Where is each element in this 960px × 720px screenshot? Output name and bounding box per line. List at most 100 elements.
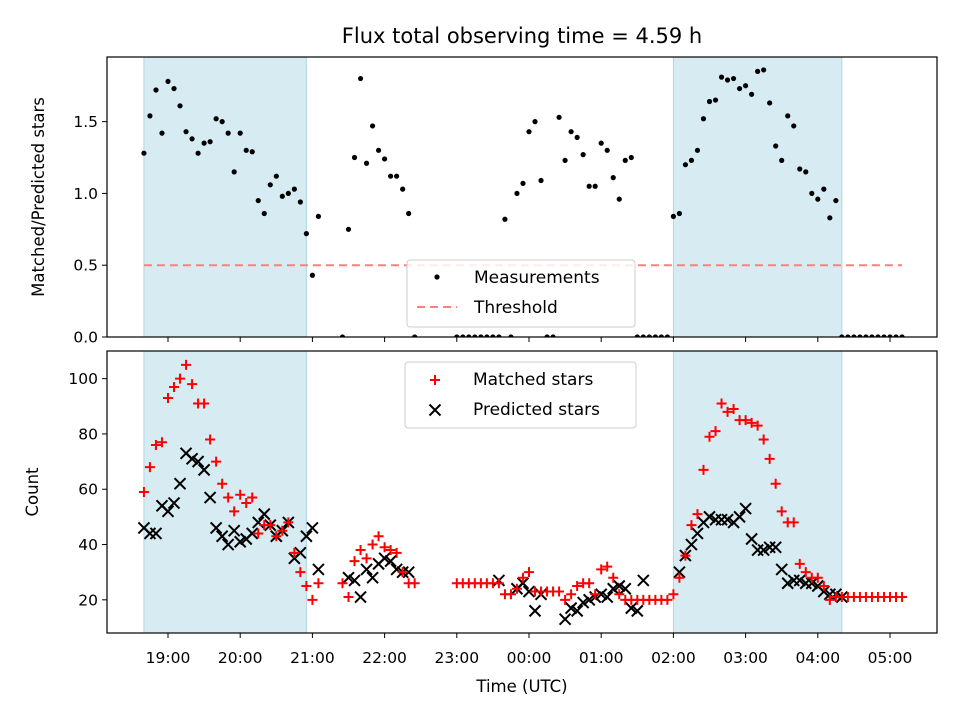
measurement-point — [231, 169, 237, 175]
measurement-point — [382, 156, 388, 162]
legend-matched-label: Matched stars — [473, 370, 593, 390]
measurement-point — [791, 123, 797, 129]
measurement-point — [514, 190, 520, 197]
measurement-point — [291, 186, 297, 192]
matched-star-point — [169, 381, 180, 392]
plot-area — [137, 359, 908, 626]
matched-star-point — [560, 594, 571, 605]
predicted-star-point — [342, 571, 355, 584]
matched-star-point — [373, 531, 384, 542]
measurement-point — [730, 75, 737, 82]
bottom-legend: Matched stars Predicted stars — [404, 361, 637, 429]
predicted-star-point — [149, 527, 163, 540]
predicted-star-point — [739, 502, 752, 515]
measurement-point — [357, 75, 364, 82]
matched-star-point — [818, 581, 829, 591]
matched-star-point — [277, 525, 288, 536]
matched-star-point — [229, 506, 240, 517]
measurement-point — [339, 334, 346, 337]
measurement-point — [592, 183, 598, 189]
predicted-star-point — [378, 552, 391, 565]
predicted-star-point — [769, 541, 782, 554]
matched-star-point — [710, 426, 721, 437]
measurement-point — [520, 180, 526, 186]
matched-star-point — [554, 586, 565, 597]
measurement-point — [773, 143, 779, 149]
measurement-point — [634, 334, 640, 337]
predicted-star-point — [306, 521, 319, 535]
measurement-point — [243, 147, 249, 153]
matched-star-point — [614, 589, 625, 600]
predicted-star-point — [619, 582, 632, 595]
predicted-star-point — [631, 604, 644, 618]
matched-star-point — [337, 578, 348, 589]
matched-star-point — [379, 542, 390, 553]
measurement-point — [881, 334, 887, 337]
measurement-point — [538, 177, 544, 184]
measurement-point — [201, 140, 207, 146]
measurement-point — [652, 334, 658, 337]
matched-star-point — [367, 539, 378, 550]
predicted-star-point — [258, 507, 271, 521]
y-tick-label: 20 — [78, 591, 98, 609]
measurement-point — [454, 334, 460, 337]
matched-star-point — [138, 487, 149, 497]
measurement-point — [688, 157, 695, 163]
measurement-point — [472, 334, 478, 337]
matched-star-point — [824, 594, 835, 605]
predicted-star-point — [233, 535, 247, 548]
measurement-point — [604, 147, 610, 153]
measurement-point — [682, 162, 689, 168]
predicted-star-point — [793, 574, 806, 587]
matched-star-point — [493, 578, 504, 589]
matched-star-point — [391, 547, 402, 558]
predicted-star-point — [570, 604, 584, 618]
matched-star-point — [253, 528, 264, 539]
measurement-point — [195, 150, 201, 156]
matched-star-point — [397, 567, 408, 578]
legend-threshold-label: Threshold — [473, 298, 558, 318]
measurement-point — [893, 334, 899, 337]
matched-star-point — [897, 592, 908, 603]
y-tick-label: 1.5 — [73, 113, 98, 131]
matched-star-point — [758, 434, 769, 445]
measurement-point — [183, 129, 189, 135]
predicted-star-point — [185, 452, 199, 466]
measurement-point — [400, 186, 406, 192]
measurement-point — [586, 183, 592, 189]
measurement-point — [899, 334, 905, 337]
y-tick-label: 40 — [78, 536, 98, 554]
measurement-point — [351, 154, 358, 161]
predicted-star-point — [215, 530, 229, 543]
matched-star-point — [572, 581, 583, 591]
measurement-point — [165, 78, 171, 85]
measurement-point — [670, 213, 677, 219]
measurement-point — [213, 116, 219, 122]
x-tick-label: 00:00 — [507, 649, 552, 667]
matched-star-point — [505, 589, 516, 600]
measurement-point — [255, 197, 261, 204]
x-tick-label: 23:00 — [434, 649, 479, 667]
matched-star-point — [752, 420, 763, 431]
x-tick-label: 03:00 — [723, 649, 768, 667]
measurement-point — [622, 157, 628, 163]
y-tick-label: 0.0 — [73, 329, 98, 347]
predicted-star-point — [402, 565, 415, 579]
measurement-point — [743, 83, 749, 89]
top-y-axis-label: Matched/Predicted stars — [29, 97, 48, 297]
measurement-point — [664, 334, 670, 337]
top-legend: Measurements Threshold — [406, 259, 636, 328]
measurement-point — [153, 87, 159, 93]
predicted-star-point — [191, 455, 205, 468]
measurement-point — [315, 213, 322, 219]
matched-star-point — [686, 520, 697, 531]
matched-star-point — [674, 572, 685, 583]
measurement-point — [412, 334, 418, 337]
matched-star-point — [301, 581, 312, 591]
measurement-point — [532, 119, 538, 125]
predicted-star-point — [360, 563, 373, 576]
y-tick-label: 60 — [78, 481, 98, 499]
measurement-point — [833, 197, 839, 204]
measurement-point — [484, 334, 490, 337]
matched-star-point — [265, 520, 276, 531]
